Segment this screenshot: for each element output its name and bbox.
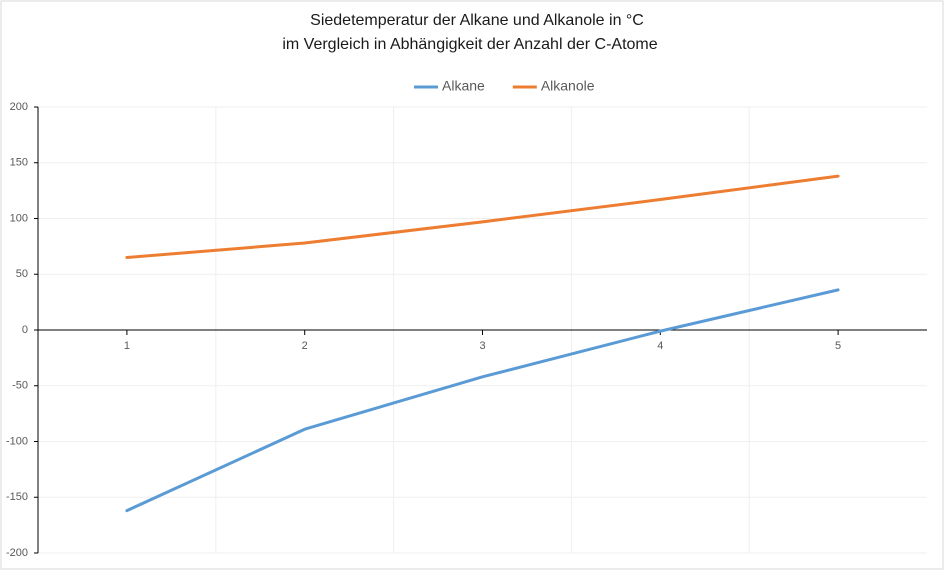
y-tick-label: 0 <box>22 324 28 336</box>
legend-label: Alkanole <box>541 78 595 94</box>
series-line <box>125 174 840 260</box>
x-tick-label: 4 <box>657 340 663 352</box>
y-tick-label: 150 <box>10 157 28 169</box>
y-tick-label: 200 <box>10 101 28 113</box>
chart-subtitle: im Vergleich in Abhängigkeit der Anzahl … <box>282 36 657 53</box>
series-line <box>125 288 840 513</box>
chart-title: Siedetemperatur der Alkane und Alkanole … <box>310 12 644 29</box>
y-tick-label: -150 <box>6 491 28 503</box>
y-tick-label: 50 <box>16 268 28 280</box>
x-tick-label: 1 <box>124 340 130 352</box>
y-tick-label: 100 <box>10 212 28 224</box>
x-tick-label: 2 <box>302 340 308 352</box>
x-tick-label: 5 <box>835 340 841 352</box>
y-tick-label: -200 <box>6 547 28 559</box>
y-tick-label: -100 <box>6 435 28 447</box>
legend-label: Alkane <box>442 78 485 94</box>
y-tick-label: -50 <box>12 380 28 392</box>
x-tick-label: 3 <box>479 340 485 352</box>
